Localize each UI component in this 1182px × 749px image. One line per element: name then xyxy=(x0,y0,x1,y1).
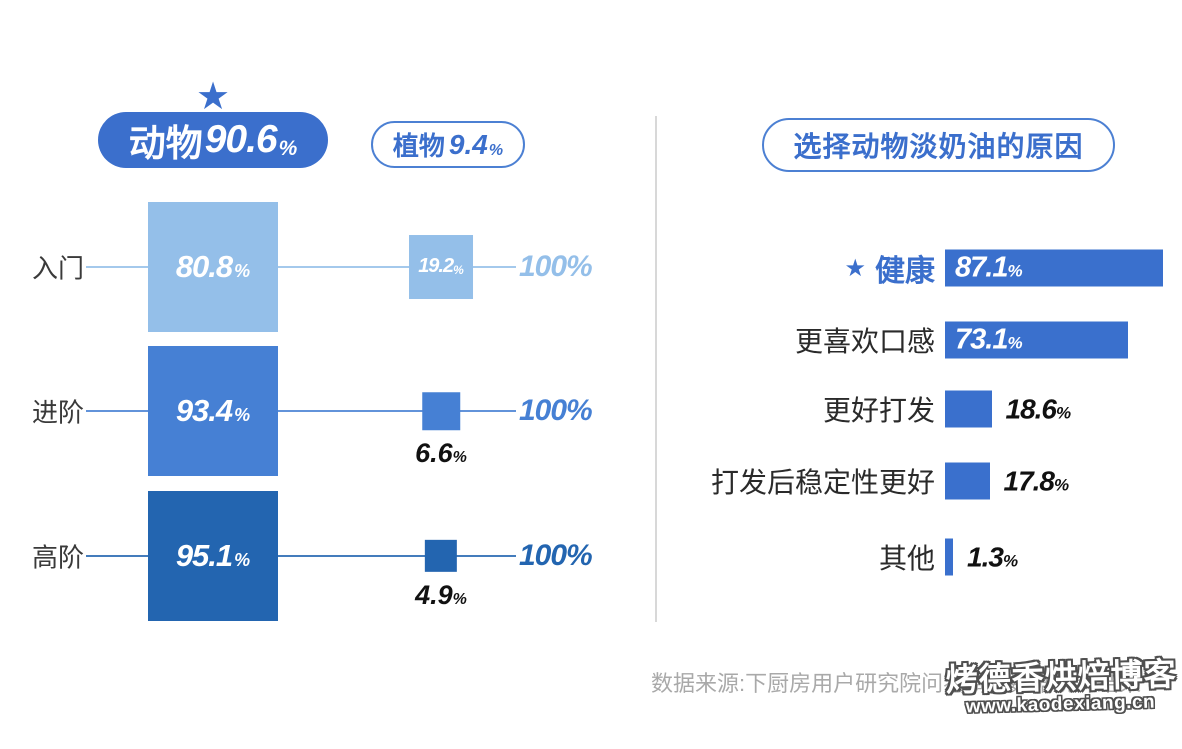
percent-sign: % xyxy=(234,261,251,281)
reason-value: 87.1% xyxy=(955,251,1023,284)
animal-share-square: 93.4% xyxy=(148,346,278,476)
watermark: 烤德香烘焙博客 www.kaodexiang.cn xyxy=(945,656,1177,719)
percent-sign: % xyxy=(1002,551,1018,570)
reason-label-group: 更喜欢口感 xyxy=(795,320,935,360)
percent-sign: % xyxy=(1056,403,1071,422)
percent-sign: % xyxy=(1007,261,1022,281)
plant-share-square xyxy=(422,392,460,430)
plant-badge-label: 植物 xyxy=(392,131,445,161)
level-label: 入门 xyxy=(31,253,84,284)
reason-label: 更好打发 xyxy=(822,395,935,426)
level-label: 高阶 xyxy=(31,542,84,573)
reason-bar: 73.1% xyxy=(945,321,1128,359)
bar-track: 87.1% xyxy=(945,249,1163,287)
percent-sign: % xyxy=(452,448,467,466)
reason-value: 1.3% xyxy=(967,541,1018,572)
animal-share-value: 80.8 xyxy=(175,249,233,284)
right-chart-title: 选择动物淡奶油的原因 xyxy=(793,131,1084,162)
animal-cream-badge: 动物 90.6% xyxy=(98,112,328,168)
bar-track: 17.8% xyxy=(945,462,1070,500)
plant-share-value: 19.2 xyxy=(418,255,454,278)
row-axis-line xyxy=(86,410,516,412)
reason-bar xyxy=(945,538,953,576)
watermark-url-text: www.kaodexiang.cn xyxy=(965,691,1156,718)
data-source-note: 数据来源:下厨房用户研究院问卷调查数据统计结果 xyxy=(651,671,1142,696)
reason-label-group: ★ 健康 xyxy=(844,246,935,290)
highlight-star-icon: ★ xyxy=(844,254,866,282)
reason-label-group: 打发后稳定性更好 xyxy=(711,461,935,501)
row-axis-line xyxy=(86,555,516,557)
percent-sign: % xyxy=(1007,333,1022,353)
winner-star-icon: ★ xyxy=(196,76,231,118)
percent-sign: % xyxy=(488,142,504,159)
row-total-label: 100% xyxy=(519,394,593,427)
reason-value: 17.8% xyxy=(1003,465,1070,496)
reason-label-group: 其他 xyxy=(879,537,935,577)
percent-sign: % xyxy=(452,591,467,609)
bar-track: 18.6% xyxy=(945,390,1072,428)
animal-share-value: 93.4 xyxy=(175,393,233,428)
reason-label-group: 更好打发 xyxy=(823,389,935,429)
reason-bar xyxy=(945,462,990,500)
plant-badge-value: 9.4 xyxy=(448,128,488,160)
plant-share-value: 4.9% xyxy=(415,580,467,611)
plant-share-value: 6.6% xyxy=(415,437,467,468)
reason-value: 73.1% xyxy=(955,323,1023,356)
percent-sign: % xyxy=(234,550,251,570)
reason-label: 健康 xyxy=(875,255,935,288)
plant-share-square xyxy=(424,539,458,573)
plant-cream-badge: 植物 9.4% xyxy=(371,121,525,168)
vertical-divider xyxy=(655,116,657,622)
bar-track: 73.1% xyxy=(945,321,1128,359)
animal-share-square: 95.1% xyxy=(148,491,278,621)
animal-badge-label: 动物 xyxy=(128,123,203,164)
reason-bar xyxy=(945,390,992,428)
level-label: 进阶 xyxy=(31,397,84,428)
reason-label: 其他 xyxy=(878,543,935,574)
animal-badge-value: 90.6 xyxy=(204,118,278,161)
row-total-label: 100% xyxy=(519,250,593,283)
percent-sign: % xyxy=(278,137,298,160)
reason-value: 18.6% xyxy=(1005,393,1072,424)
reason-label: 打发后稳定性更好 xyxy=(710,467,935,498)
reason-bar: 87.1% xyxy=(945,249,1163,287)
animal-share-square: 80.8% xyxy=(148,202,278,332)
percent-sign: % xyxy=(453,263,464,277)
animal-share-value: 95.1 xyxy=(175,538,233,573)
plant-share-square: 19.2% xyxy=(409,235,473,299)
reason-label: 更喜欢口感 xyxy=(794,326,935,357)
percent-sign: % xyxy=(1054,475,1069,494)
row-axis-line xyxy=(86,266,516,268)
percent-sign: % xyxy=(234,405,251,425)
right-chart-title-badge: 选择动物淡奶油的原因 xyxy=(762,118,1115,172)
bar-track: 1.3% xyxy=(945,538,1018,576)
row-total-label: 100% xyxy=(519,539,593,572)
